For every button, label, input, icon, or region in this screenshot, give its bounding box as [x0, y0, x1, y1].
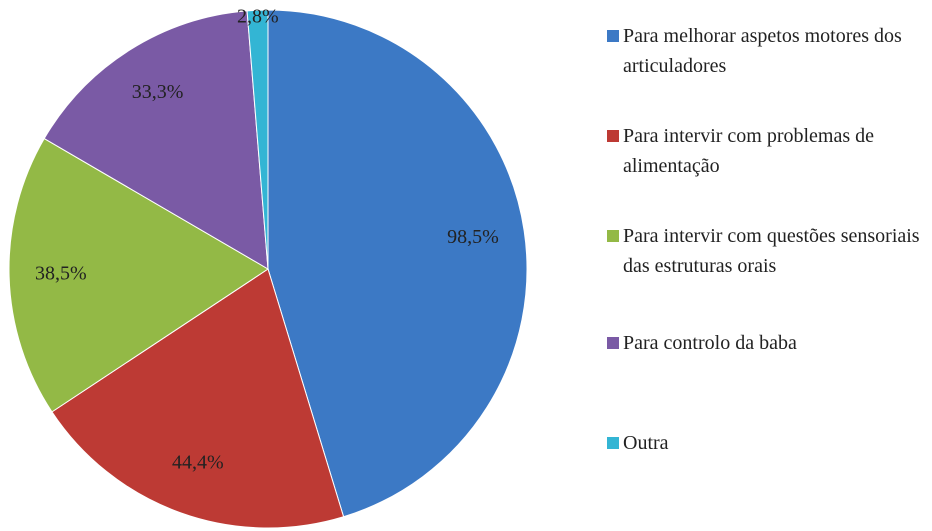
legend-item: Para intervir com questões sensoriais da…	[607, 221, 927, 281]
legend-label: Para melhorar aspetos motores dos articu…	[623, 25, 902, 77]
legend-item: Outra	[607, 428, 927, 458]
legend-label: Para intervir com questões sensoriais da…	[623, 225, 920, 277]
pie: 98,5% 44,4% 38,5% 33,3% 2,8%	[8, 6, 528, 529]
data-label: 98,5%	[447, 226, 499, 248]
legend-swatch	[607, 230, 619, 242]
legend-swatch	[607, 337, 619, 349]
pie-slice	[51, 268, 345, 529]
data-label: 33,3%	[132, 81, 184, 103]
legend-swatch	[607, 130, 619, 142]
pie-slice	[246, 9, 269, 270]
pie-slice	[8, 137, 269, 413]
pie-slice	[43, 10, 269, 270]
legend-label: Para intervir com problemas de alimentaç…	[623, 125, 875, 177]
legend-swatch	[607, 30, 619, 42]
legend-item: Para intervir com problemas de alimentaç…	[607, 121, 927, 181]
pie-slice	[267, 9, 528, 518]
legend-swatch	[607, 437, 619, 449]
data-label: 38,5%	[35, 262, 87, 284]
legend-item: Para melhorar aspetos motores dos articu…	[607, 21, 927, 81]
legend-label: Outra	[623, 432, 669, 454]
data-label: 2,8%	[237, 6, 279, 28]
data-label: 44,4%	[172, 452, 224, 474]
legend-label: Para controlo da baba	[623, 332, 797, 354]
legend-item: Para controlo da baba	[607, 328, 927, 358]
